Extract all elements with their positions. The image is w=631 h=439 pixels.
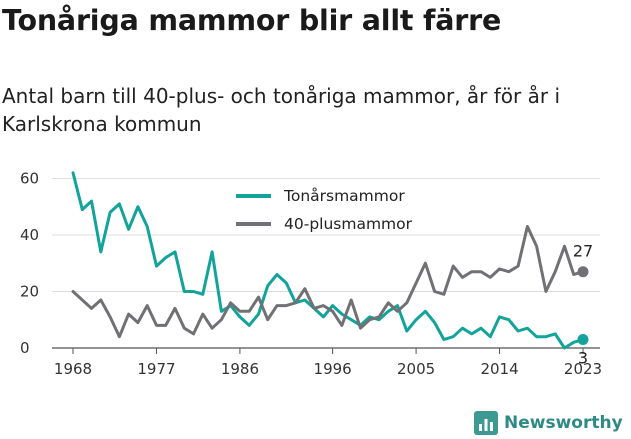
brand-name: Newsworthy	[504, 413, 623, 433]
legend: Tonårsmammor 40-plusmammor	[236, 187, 413, 233]
x-tick-label: 1986	[221, 360, 259, 378]
x-tick-label: 1977	[137, 360, 175, 378]
y-tick-label: 0	[20, 339, 30, 357]
series-lines: 3 27	[71, 171, 593, 368]
brand-logo: Newsworthy	[474, 409, 623, 437]
series-end-marker	[577, 266, 589, 278]
grid-lines	[52, 177, 600, 349]
legend-label: Tonårsmammor	[283, 187, 405, 205]
series-line-fortyplus	[71, 225, 585, 339]
series-end-label: 27	[573, 242, 593, 261]
x-tick-label: 2014	[480, 360, 518, 378]
y-tick-label: 40	[20, 226, 39, 244]
chart-title: Tonåriga mammor blir allt färre	[2, 4, 502, 37]
x-tick-label: 1968	[54, 360, 92, 378]
y-tick-label: 20	[20, 282, 39, 300]
y-tick-label: 60	[20, 169, 39, 187]
bar-chart-icon	[474, 411, 498, 435]
axes: 0 20 40 60 1968 1977 1986 1996 2005 2014 2023	[20, 169, 602, 378]
chart-subtitle: Antal barn till 40-plus- och tonåriga ma…	[2, 84, 561, 136]
x-tick-label: 2023	[564, 360, 602, 378]
series-end-marker	[577, 334, 589, 346]
series-end-label: 3	[578, 349, 588, 368]
x-tick-label: 2005	[397, 360, 435, 378]
x-tick-label: 1996	[314, 360, 352, 378]
legend-label: 40-plusmammor	[284, 215, 413, 233]
series-line-tonarsmammor	[71, 171, 585, 350]
